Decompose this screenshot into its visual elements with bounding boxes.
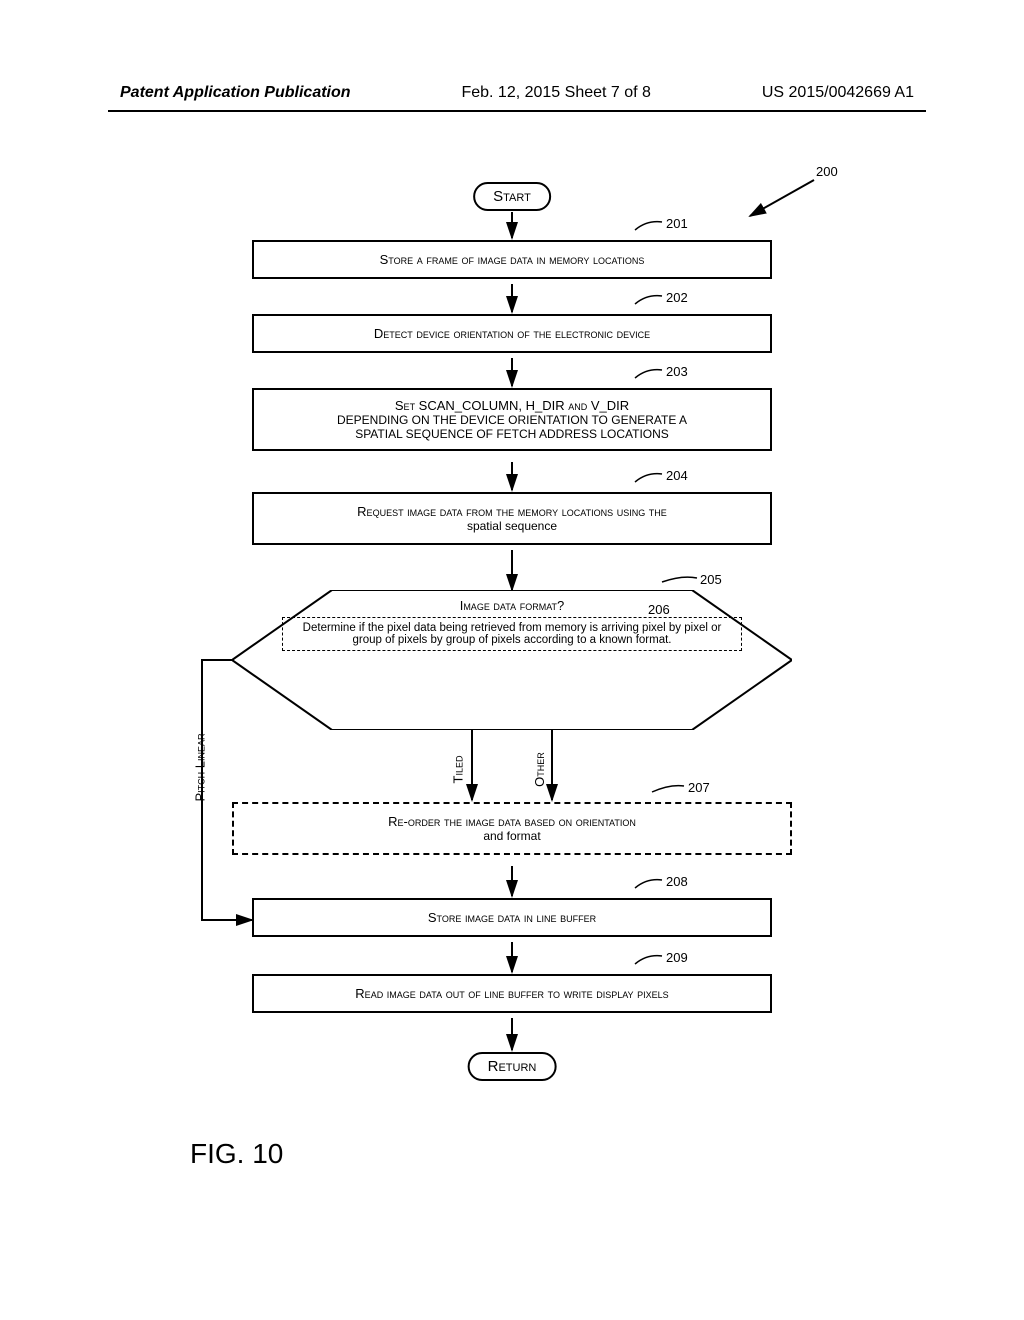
ref-209: 209: [666, 950, 688, 965]
header-right: US 2015/0042669 A1: [762, 84, 914, 102]
flowchart: Start 200 Store a frame of image data in…: [172, 160, 852, 1140]
decision-205: Image data format? Determine if the pixe…: [232, 590, 792, 730]
ref-201: 201: [666, 216, 688, 231]
step-209-text: Read image data out of line buffer to wr…: [355, 986, 668, 1001]
ref-202: 202: [666, 290, 688, 305]
step-203-l1: Set SCAN_COLUMN, H_DIR and V_DIR: [294, 398, 730, 413]
step-207-l1: Re-order the image data based on orienta…: [248, 814, 776, 829]
step-201: Store a frame of image data in memory lo…: [252, 240, 772, 279]
page: Patent Application Publication Feb. 12, …: [0, 0, 1024, 1320]
step-202-text: Detect device orientation of the electro…: [374, 326, 650, 341]
step-208: Store image data in line buffer: [252, 898, 772, 937]
step-209: Read image data out of line buffer to wr…: [252, 974, 772, 1013]
step-203-l3: SPATIAL SEQUENCE OF FETCH ADDRESS LOCATI…: [294, 427, 730, 441]
decision-inner: Determine if the pixel data being retrie…: [282, 617, 742, 651]
ref-205: 205: [700, 572, 722, 587]
step-204-l2: spatial sequence: [268, 519, 756, 533]
step-208-text: Store image data in line buffer: [428, 910, 596, 925]
decision-question: Image data format?: [282, 598, 742, 613]
page-header: Patent Application Publication Feb. 12, …: [0, 84, 1024, 102]
return-terminal: Return: [468, 1052, 557, 1081]
ref-200: 200: [816, 164, 838, 179]
ref-207: 207: [688, 780, 710, 795]
ref-204: 204: [666, 468, 688, 483]
branch-other: Other: [522, 762, 557, 777]
branch-pitch-linear: Pitch Linear: [166, 760, 234, 775]
step-202: Detect device orientation of the electro…: [252, 314, 772, 353]
step-203-l2: DEPENDING ON THE DEVICE ORIENTATION TO G…: [294, 413, 730, 427]
header-left: Patent Application Publication: [120, 84, 351, 102]
header-mid: Feb. 12, 2015 Sheet 7 of 8: [461, 84, 650, 102]
step-201-text: Store a frame of image data in memory lo…: [380, 252, 645, 267]
step-207: Re-order the image data based on orienta…: [232, 802, 792, 855]
ref-203: 203: [666, 364, 688, 379]
header-rule: [108, 110, 926, 112]
ref-208: 208: [666, 874, 688, 889]
step-204-l1: Request image data from the memory locat…: [268, 504, 756, 519]
figure-label: FIG. 10: [190, 1138, 283, 1170]
step-204: Request image data from the memory locat…: [252, 492, 772, 545]
step-207-l2: and format: [248, 829, 776, 843]
step-203: Set SCAN_COLUMN, H_DIR and V_DIR DEPENDI…: [252, 388, 772, 451]
decision-content: Image data format? Determine if the pixe…: [282, 598, 742, 651]
branch-tiled: Tiled: [444, 762, 472, 777]
decision-inner-text: Determine if the pixel data being retrie…: [303, 622, 722, 646]
ref-206: 206: [648, 602, 670, 617]
start-terminal: Start: [473, 182, 551, 211]
